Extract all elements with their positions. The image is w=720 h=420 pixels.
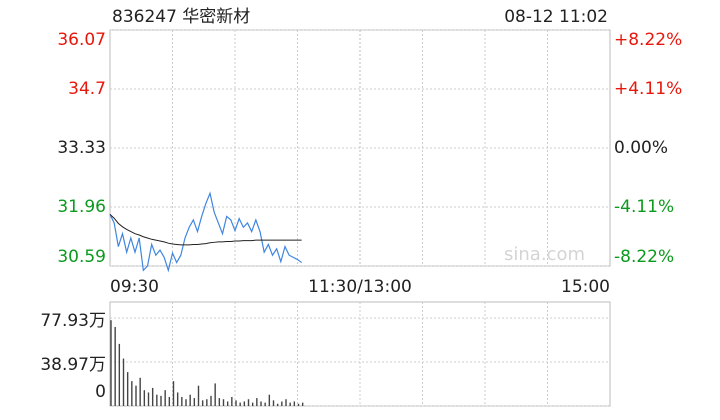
volume-bar <box>218 398 221 406</box>
volume-bar <box>285 399 287 406</box>
volume-bar <box>139 377 141 406</box>
volume-bar <box>110 320 112 406</box>
volume-bar <box>164 390 166 406</box>
volume-bar <box>256 398 258 406</box>
volume-bar <box>226 401 229 406</box>
volume-bar <box>201 400 204 406</box>
volume-bar <box>276 403 279 406</box>
volume-bar <box>126 372 129 406</box>
x-tick-label: 09:30 <box>110 277 159 297</box>
y-tick-label: 33.33 <box>57 138 106 158</box>
volume-bar <box>143 390 146 406</box>
volume-bar <box>222 399 225 406</box>
volume-bar <box>264 402 266 406</box>
series-line <box>109 191 303 273</box>
x-tick-label: 15:00 <box>561 277 610 297</box>
volume-bar <box>118 343 121 406</box>
y2-tick-label: +4.11% <box>614 79 682 99</box>
y-tick-label: 36.07 <box>57 30 106 50</box>
volume-bar <box>156 394 158 406</box>
volume-bar <box>172 381 175 406</box>
y2-tick-label: -8.22% <box>614 247 674 267</box>
volume-bar <box>301 402 304 406</box>
volume-bar <box>235 400 237 406</box>
volume-bar <box>251 402 254 406</box>
volume-bar <box>272 400 275 406</box>
volume-bar <box>197 385 200 406</box>
volume-bar <box>293 401 296 406</box>
volume-bar <box>231 396 233 406</box>
volume-bar <box>206 399 208 406</box>
volume-bar <box>131 381 133 406</box>
y-tick-label: 77.93万 <box>40 311 106 331</box>
y2-tick-label: 0.00% <box>614 138 668 158</box>
volume-bar <box>135 385 137 406</box>
x-tick-label: 11:30/13:00 <box>308 277 412 297</box>
volume-bar <box>160 395 162 406</box>
volume-bar <box>289 402 291 406</box>
volume-bar <box>281 401 283 406</box>
volume-bar <box>297 403 300 406</box>
timestamp: 08-12 11:02 <box>504 7 608 27</box>
volume-bar <box>181 396 183 406</box>
y2-tick-label: -4.11% <box>614 197 674 217</box>
volume-bar <box>185 399 187 406</box>
volume-bar <box>268 394 271 406</box>
volume-bar <box>168 396 171 406</box>
volume-bar <box>260 401 262 406</box>
chart-title: 836247 华密新材 <box>112 7 250 27</box>
y-tick-label: 30.59 <box>57 247 106 267</box>
volume-bar <box>239 402 241 406</box>
volume-bar <box>151 387 154 406</box>
volume-bar <box>243 401 246 406</box>
volume-bar <box>214 383 216 406</box>
y-tick-label: 0 <box>95 382 106 402</box>
volume-bar <box>193 398 196 406</box>
watermark: sina.com <box>504 244 585 265</box>
volume-bar <box>210 395 212 406</box>
volume-bar <box>176 392 179 406</box>
y-tick-label: 31.96 <box>57 197 106 217</box>
volume-bar <box>114 326 116 406</box>
y2-tick-label: +8.22% <box>614 30 682 50</box>
y-tick-label: 34.7 <box>68 79 106 99</box>
series-line <box>109 213 302 246</box>
volume-bar <box>189 394 191 406</box>
y-tick-label: 38.97万 <box>40 355 106 375</box>
volume-bar <box>247 399 250 406</box>
volume-bar <box>147 392 150 406</box>
volume-bar <box>122 358 125 406</box>
